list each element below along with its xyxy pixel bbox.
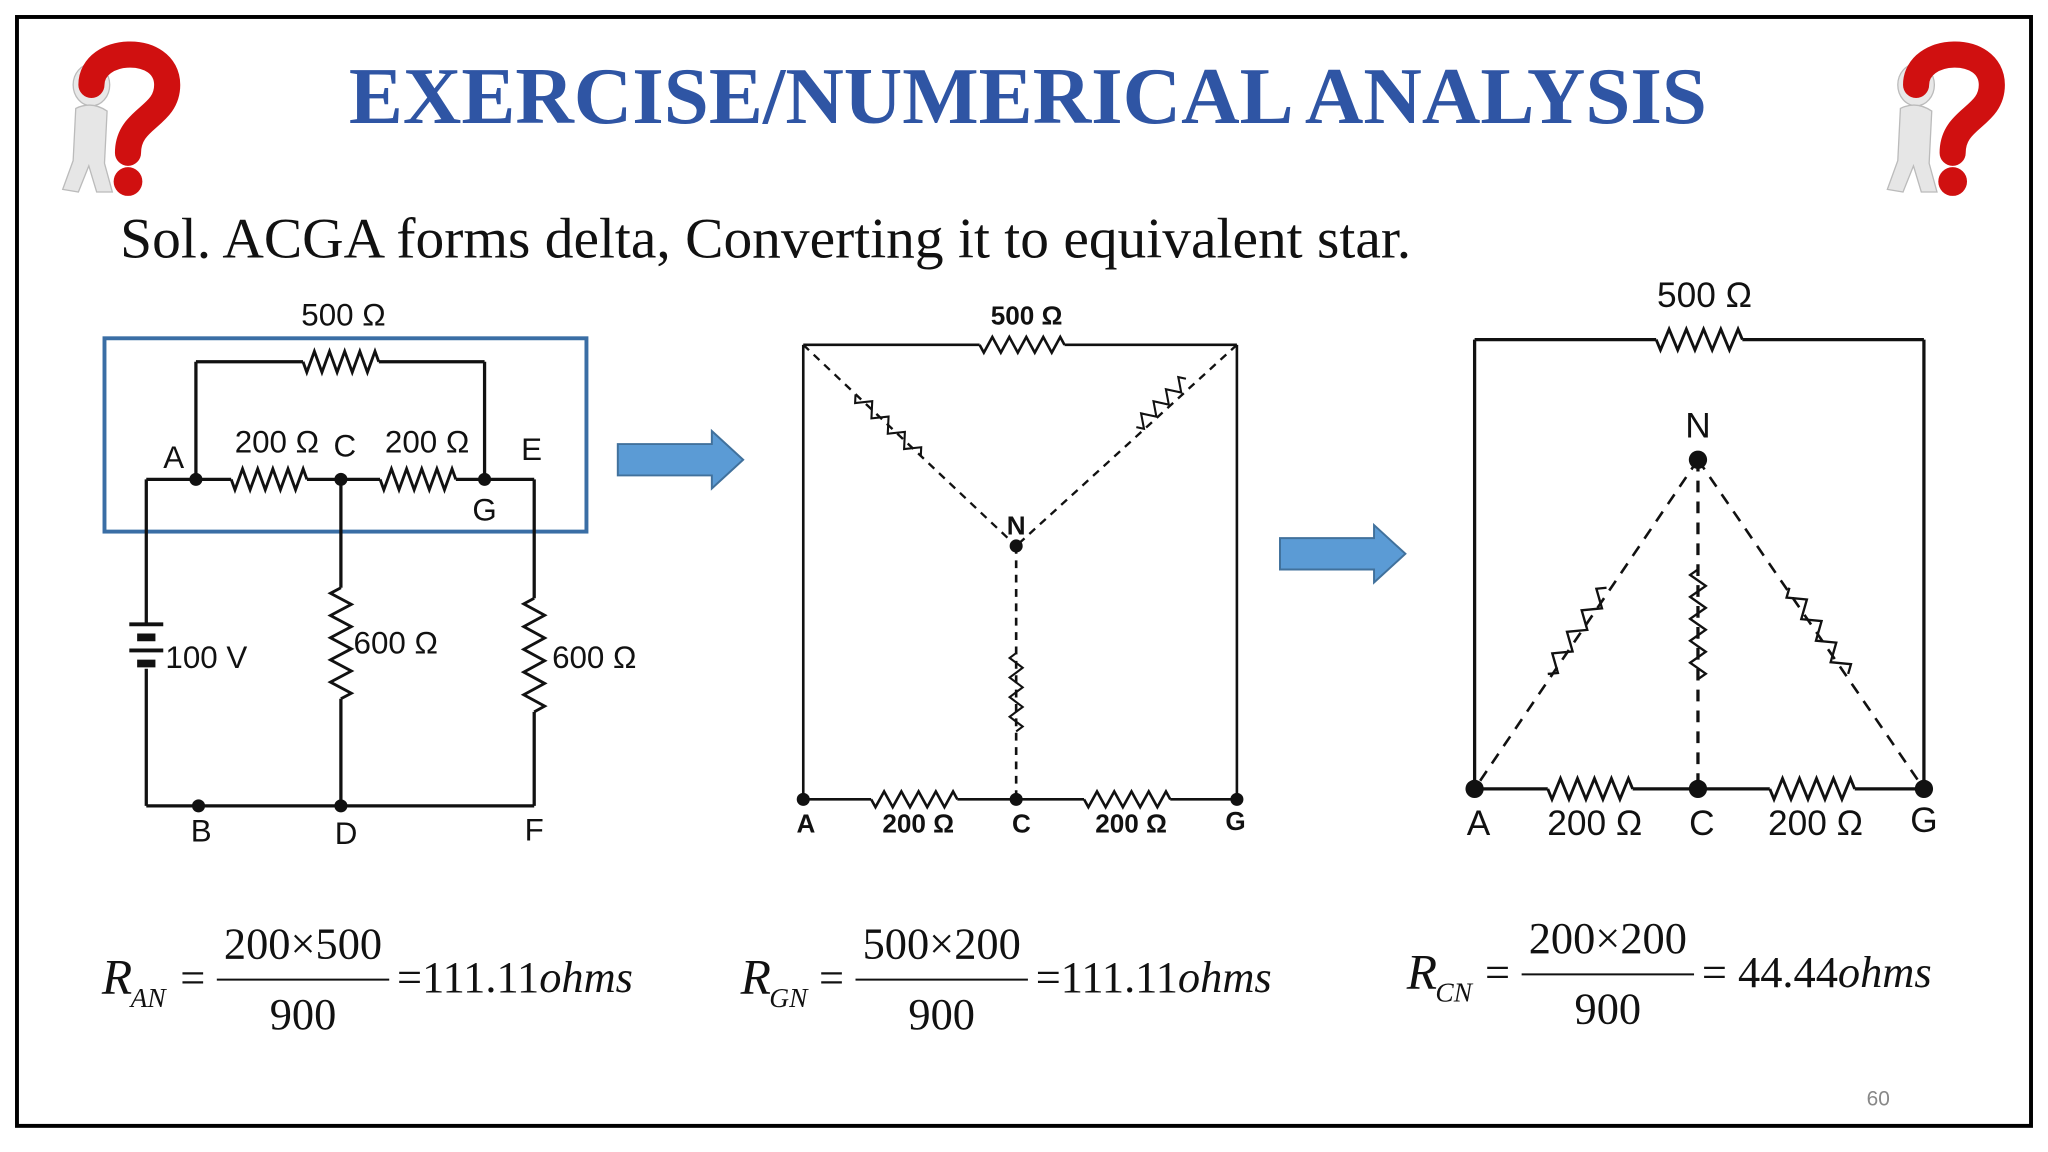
label: 200 Ω	[882, 808, 954, 838]
label: N	[1685, 407, 1710, 446]
resistor	[978, 334, 1066, 356]
node	[1009, 792, 1023, 806]
label: 500 Ω	[1657, 276, 1752, 315]
eq-numerator: 200×500	[224, 918, 382, 968]
question-icon	[1886, 41, 2005, 196]
resistor	[1654, 325, 1744, 354]
label: 200 Ω	[1768, 804, 1863, 843]
arrow	[616, 428, 745, 491]
eq-denominator: 900	[908, 989, 975, 1039]
eq-numerator: 200×200	[1529, 913, 1687, 963]
question-mark	[78, 41, 181, 166]
figure-body	[61, 104, 114, 193]
eq-result: =111.11ohms	[1036, 952, 1272, 1002]
label: 500 Ω	[991, 300, 1063, 330]
resistor	[301, 347, 381, 377]
resistor	[1082, 788, 1172, 810]
eq-result: = 44.44ohms	[1702, 947, 1932, 997]
eq-result-value: =111.11	[1036, 952, 1178, 1002]
resistor	[1768, 774, 1857, 804]
resistor	[1785, 587, 1853, 675]
resistor	[327, 586, 355, 701]
label: A	[163, 440, 184, 475]
eq-equals: =	[180, 952, 205, 1002]
resistor	[1136, 375, 1187, 431]
arrow	[1279, 522, 1407, 585]
resistor	[854, 394, 923, 456]
label: 600 Ω	[354, 626, 438, 661]
label: 200 Ω	[1547, 804, 1642, 843]
eq-subscript: AN	[129, 983, 168, 1013]
eq-result-value: =111.11	[397, 952, 539, 1002]
label: 500 Ω	[301, 298, 385, 333]
eq-numerator: 500×200	[863, 918, 1021, 968]
label: B	[191, 814, 212, 849]
resistor	[229, 464, 309, 495]
node	[189, 472, 203, 486]
page-number: 60	[1867, 1087, 1890, 1110]
node	[192, 799, 206, 813]
question-dot	[113, 167, 143, 196]
label: 200 Ω	[235, 424, 319, 459]
resistor	[870, 788, 959, 810]
eq-equals: =	[819, 952, 844, 1002]
eq-result-unit: ohms	[1838, 947, 1932, 997]
resistor	[1688, 568, 1708, 681]
eq-denominator: 900	[1575, 984, 1642, 1034]
node	[478, 472, 492, 486]
eq-symbol: R	[101, 950, 132, 1005]
question-mark	[1903, 41, 2005, 166]
node	[1688, 779, 1708, 799]
resistor	[378, 464, 458, 495]
label: 200 Ω	[1095, 808, 1167, 838]
node	[1688, 450, 1708, 469]
node	[334, 472, 348, 486]
eq-result: =111.11ohms	[397, 952, 633, 1002]
node	[1465, 779, 1484, 799]
label: D	[335, 816, 358, 851]
eq-subscript: GN	[769, 983, 809, 1013]
label: C	[1689, 804, 1714, 843]
label: C	[1012, 808, 1031, 838]
figure-body	[1886, 104, 1938, 193]
label: F	[525, 812, 544, 847]
node	[1914, 779, 1934, 799]
eq-symbol: R	[1406, 944, 1437, 999]
label: A	[1467, 804, 1491, 843]
highlight-box	[102, 336, 589, 534]
resistor	[520, 596, 548, 714]
eq-subscript: CN	[1435, 978, 1473, 1008]
resistor	[1547, 586, 1607, 676]
eq-result-value: = 44.44	[1702, 947, 1838, 997]
label: C	[334, 428, 357, 463]
resistor	[1007, 652, 1025, 733]
eq-equals: =	[1485, 947, 1510, 997]
subtitle: Sol. ACGA forms delta, Converting it to …	[120, 207, 1411, 270]
label: G	[1910, 801, 1937, 840]
dashed-wire	[1015, 343, 1238, 547]
title: EXERCISE/NUMERICAL ANALYSIS	[349, 51, 1707, 141]
label: 600 Ω	[552, 640, 636, 675]
resistor	[1546, 774, 1634, 804]
label: 200 Ω	[385, 424, 469, 459]
label: 100 V	[165, 640, 247, 675]
eq-symbol: R	[740, 950, 771, 1005]
dashed-wire	[802, 343, 1017, 547]
node	[334, 799, 348, 813]
label: A	[796, 808, 815, 838]
node	[1230, 792, 1244, 806]
dashed-wire	[1696, 459, 1925, 790]
node	[1009, 539, 1023, 553]
eq-result-unit: ohms	[1178, 952, 1272, 1002]
eq-result-unit: ohms	[539, 952, 633, 1002]
eq-denominator: 900	[270, 989, 337, 1039]
label: G	[1225, 806, 1245, 836]
node	[796, 792, 810, 806]
label: G	[472, 492, 496, 527]
question-icon	[61, 41, 181, 196]
label: N	[1007, 511, 1026, 541]
question-dot	[1938, 167, 1968, 196]
label: E	[521, 432, 542, 467]
